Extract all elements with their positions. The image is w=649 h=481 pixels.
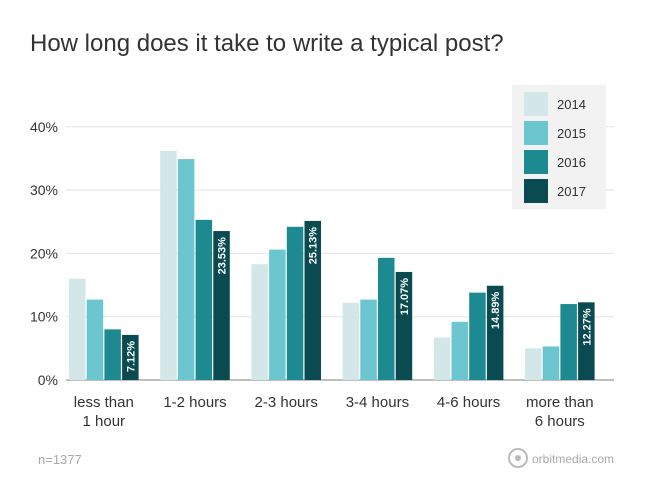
legend-label: 2016 <box>557 155 586 170</box>
orbit-logo-dot-icon <box>515 455 521 461</box>
legend-swatch <box>524 92 548 116</box>
y-tick-label: 40% <box>30 119 58 135</box>
legend-swatch <box>524 121 548 145</box>
legend-swatch <box>524 150 548 174</box>
bar-2017 <box>304 220 321 380</box>
y-tick-label: 30% <box>30 182 58 198</box>
data-label: 12.27% <box>581 308 593 346</box>
y-axis-ticks: 0% 10% 20% 30% 40% <box>30 119 58 388</box>
bar-2015 <box>360 299 377 380</box>
bar-2017 <box>578 302 595 380</box>
brand-text: orbitmedia.com <box>532 452 614 466</box>
bar-2014 <box>342 302 360 380</box>
bar-2015 <box>269 249 286 380</box>
bar-2016 <box>286 226 304 380</box>
y-tick-label: 0% <box>38 372 58 388</box>
bar-2016 <box>378 257 395 380</box>
bar-2016 <box>560 304 577 380</box>
bar-2014 <box>69 278 86 380</box>
legend-label: 2014 <box>557 97 586 112</box>
orbit-logo-icon <box>508 448 528 468</box>
legend-label: 2015 <box>557 126 586 141</box>
bar-2017 <box>213 231 230 380</box>
x-axis-categories: less than 1 hour 1-2 hours 2-3 hours 3-4 hou… <box>74 394 594 430</box>
legend: 2014 2015 2016 2017 <box>512 85 606 209</box>
category-label: 2-3 hours <box>255 394 318 411</box>
data-label: 17.07% <box>399 278 411 316</box>
bars <box>69 150 595 380</box>
legend-swatch <box>524 179 548 203</box>
bar-2015 <box>542 346 560 380</box>
data-label: 25.13% <box>308 227 320 265</box>
sample-size-note: n=1377 <box>38 452 82 467</box>
bar-2017 <box>122 334 139 380</box>
bar-2016 <box>104 329 121 380</box>
category-label: 4-6 hours <box>437 394 500 411</box>
y-tick-label: 10% <box>30 309 58 325</box>
data-label: 14.89% <box>490 292 502 330</box>
bar-2014 <box>525 348 542 380</box>
category-label: more than 6 hours <box>526 394 594 430</box>
bar-2014 <box>433 337 451 380</box>
bar-2016 <box>195 219 213 380</box>
chart-title: How long does it take to write a typical… <box>30 30 504 57</box>
bar-2017 <box>486 285 504 380</box>
bar-2016 <box>469 292 486 380</box>
data-label: 7.12% <box>125 341 137 372</box>
bar-2015 <box>451 321 468 380</box>
bar-2015 <box>86 299 104 380</box>
bar-2014 <box>160 150 177 380</box>
category-label: 3-4 hours <box>346 394 409 411</box>
bar-2014 <box>251 264 268 380</box>
category-label: less than 1 hour <box>74 394 134 430</box>
legend-label: 2017 <box>557 184 586 199</box>
data-labels: 7.12% 23.53% 25.13% 17.07% 14.89% 12.27% <box>125 227 593 372</box>
bar-2017 <box>395 271 413 380</box>
y-tick-label: 20% <box>30 245 58 261</box>
brand-logo: orbitmedia.com <box>508 448 614 468</box>
bar-2015 <box>177 159 195 380</box>
category-label: 1-2 hours <box>163 394 226 411</box>
data-label: 23.53% <box>217 237 229 275</box>
